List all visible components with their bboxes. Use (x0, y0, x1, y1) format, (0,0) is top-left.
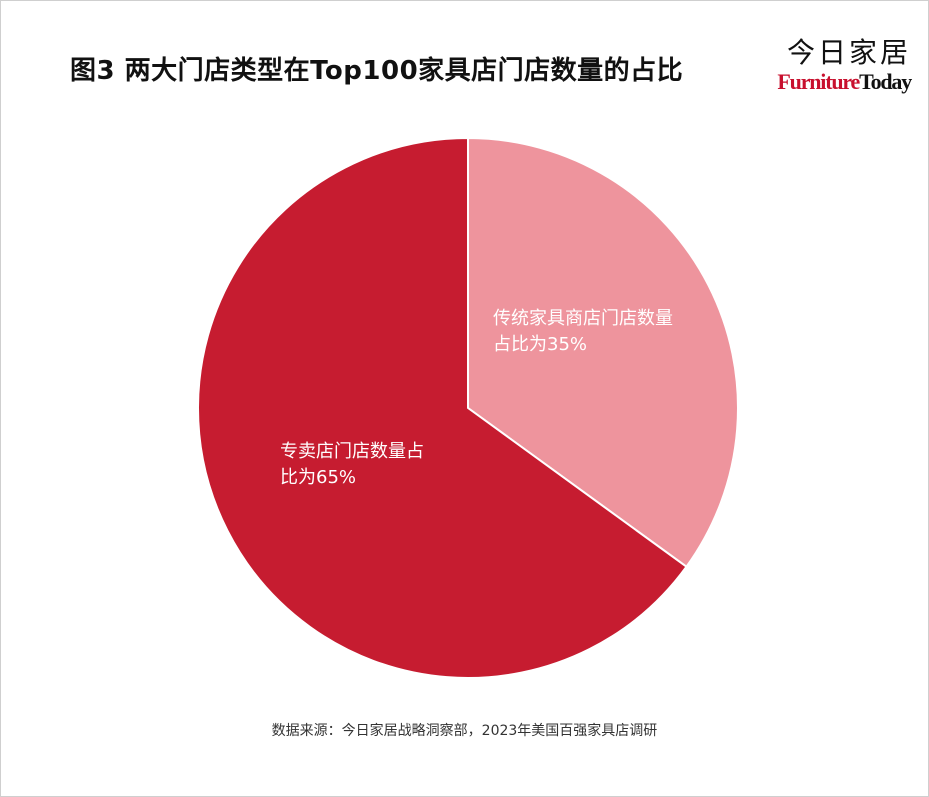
logo-chinese-text: 今日家居 (786, 36, 911, 69)
chart-title: 图3 两大门店类型在Top100家具店门店数量的占比 (70, 56, 684, 86)
pie-slice-label-2: 专卖店门店数量占比为65% (280, 441, 424, 488)
pie-slice-label-line: 比为65% (280, 467, 356, 488)
pie-slice-2 (197, 137, 688, 679)
source-note: 数据来源：今日家居战略洞察部，2023年美国百强家具店调研 (271, 723, 658, 739)
logo-today-text: Today (859, 69, 912, 94)
pie-slice-label-line: 占比为35% (493, 334, 587, 355)
pie-slice-label-1: 传统家具商店门店数量占比为35% (493, 308, 673, 355)
furniture-today-logo: 今日家居 FurnitureToday (771, 36, 912, 94)
pie-slice-label-line: 专卖店门店数量占 (280, 441, 424, 462)
logo-english-text: FurnitureToday (771, 69, 912, 94)
pie-slice-1 (467, 137, 739, 568)
pie-slice-label-line: 传统家具商店门店数量 (493, 308, 673, 329)
logo-furniture-text: Furniture (777, 69, 860, 94)
